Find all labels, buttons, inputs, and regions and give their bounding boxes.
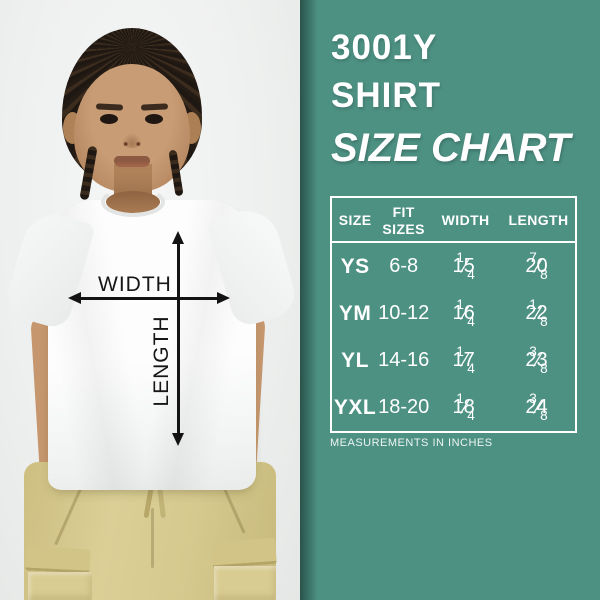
row-ym-width: 16 1⁄4 xyxy=(452,296,479,330)
row-ym-length: 22 1⁄8 xyxy=(525,296,552,330)
row-yl-fit: 14-16 xyxy=(378,349,430,371)
model-eye-right xyxy=(145,114,163,124)
title-product-type: SHIRT xyxy=(331,76,441,115)
row-ys-length: 20 7⁄8 xyxy=(525,249,552,283)
row-yl-length: 23 3⁄8 xyxy=(525,343,552,377)
row-ys-fit: 6-8 xyxy=(389,255,419,277)
title-size-chart: SIZE CHART xyxy=(331,126,571,170)
row-yxl-size: YXL xyxy=(333,395,377,419)
row-ys-width: 15 1⁄4 xyxy=(452,249,479,283)
pants-drawstring xyxy=(157,485,166,519)
measurements-footnote: MEASUREMENTS IN INCHES xyxy=(330,437,493,449)
col-header-width: WIDTH xyxy=(429,198,503,243)
length-label: LENGTH xyxy=(150,315,173,407)
row-yl-width: 17 1⁄4 xyxy=(452,343,479,377)
model-mouth xyxy=(114,156,150,167)
cargo-pocket-right xyxy=(214,566,276,600)
cargo-pocket-flap-right xyxy=(211,537,277,569)
title-product-code: 3001Y xyxy=(331,28,438,67)
row-ym-fit: 10-12 xyxy=(378,302,430,324)
cargo-pocket-left xyxy=(28,572,92,600)
model-photo: WIDTH LENGTH xyxy=(0,0,300,600)
tshirt-collar xyxy=(101,187,165,217)
size-table: SIZE FIT SIZES WIDTH LENGTH YS 6-8 15 1⁄… xyxy=(330,196,577,433)
cargo-pocket-flap-left xyxy=(25,546,91,574)
col-header-length: LENGTH xyxy=(502,198,575,243)
row-yxl-length: 24 3⁄8 xyxy=(525,390,552,424)
model-nostrils xyxy=(123,142,141,146)
row-ym-size: YM xyxy=(338,301,372,325)
width-arrow-icon xyxy=(68,292,230,304)
row-ys-size: YS xyxy=(340,254,370,278)
width-label: WIDTH xyxy=(98,273,172,296)
col-header-fit: FIT SIZES xyxy=(378,198,430,243)
size-chart-panel: 3001Y SHIRT SIZE CHART SIZE FIT SIZES WI… xyxy=(300,0,600,600)
col-header-size: SIZE xyxy=(332,198,379,243)
row-yl-size: YL xyxy=(341,348,369,372)
pants-fly-seam xyxy=(151,508,154,568)
model-eye-left xyxy=(100,114,118,124)
page-title: 3001Y SHIRT SIZE CHART xyxy=(331,24,570,173)
row-yxl-fit: 18-20 xyxy=(378,396,430,418)
row-yxl-width: 18 1⁄4 xyxy=(452,390,479,424)
length-arrow-icon xyxy=(172,231,184,446)
